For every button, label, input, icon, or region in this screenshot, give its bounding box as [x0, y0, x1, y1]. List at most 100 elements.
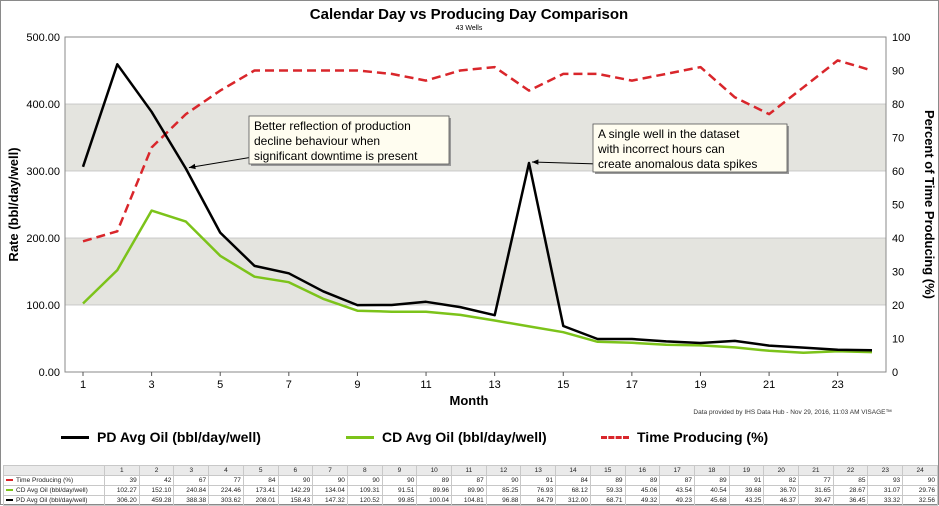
chart-svg: Calendar Day vs Producing Day Comparison…	[6, 6, 937, 408]
data-credit: Data provided by IHS Data Hub - Nov 29, …	[693, 409, 892, 416]
table-cell: 87	[659, 475, 695, 486]
table-cell: 49.32	[624, 495, 661, 506]
x-axis-label: Month	[450, 393, 489, 408]
table-cell: 43.54	[659, 485, 695, 496]
table-cell: 89	[693, 475, 730, 486]
legend-label: PD Avg Oil (bbl/day/well)	[97, 429, 261, 445]
table-cell: 90	[381, 475, 418, 486]
series-line-pd-avg-oil	[81, 63, 873, 352]
table-cell: 28.67	[832, 485, 869, 496]
table-cell: 31.07	[867, 485, 904, 496]
y2-tick-label: 30	[892, 267, 904, 279]
chart-legend: PD Avg Oil (bbl/day/well) CD Avg Oil (bbl…	[61, 429, 861, 445]
table-cell: 42	[138, 475, 175, 486]
legend-label: Time Producing (%)	[637, 429, 769, 445]
table-cell: 85.25	[485, 485, 522, 496]
y-tick-label: 500.00	[26, 32, 60, 44]
table-row-label: PD Avg Oil (bbl/day/well)	[3, 495, 105, 506]
table-cell: 89	[624, 475, 661, 486]
x-tick-label: 15	[557, 379, 569, 391]
y-tick-label: 100.00	[26, 300, 60, 312]
y2-tick-label: 0	[892, 367, 898, 379]
table-cell: 46.37	[763, 495, 800, 506]
table-cell: 36.70	[763, 485, 800, 496]
y2-tick-label: 100	[892, 32, 910, 44]
row-color-marker	[6, 489, 13, 492]
table-header-cell: 6	[277, 465, 314, 476]
legend-label: CD Avg Oil (bbl/day/well)	[382, 429, 547, 445]
table-cell: 76.93	[520, 485, 557, 496]
table-cell: 134.04	[312, 485, 348, 496]
annotation-box	[592, 123, 788, 173]
y2-tick-label: 40	[892, 233, 904, 245]
table-cell: 89.90	[451, 485, 487, 496]
annotation-arrowhead	[188, 163, 196, 170]
y2-tick-label: 60	[892, 166, 904, 178]
table-header-row: 1 2 3 4 5 6 7 8 9 10 11 12 13 14 15 16 17 18 19 20 21 22 23 24	[3, 465, 938, 476]
table-header-cell: 23	[867, 465, 904, 476]
table-header-cell: 8	[346, 465, 383, 476]
table-cell: 91	[728, 475, 765, 486]
table-cell: 90	[312, 475, 348, 486]
table-cell: 100.04	[416, 495, 453, 506]
legend-item: PD Avg Oil (bbl/day/well)	[61, 429, 261, 445]
annotation-text: decline behaviour when	[254, 134, 380, 148]
table-cell: 84	[555, 475, 591, 486]
x-tick-label: 17	[626, 379, 638, 391]
table-header-cell: 19	[728, 465, 765, 476]
table-cell: 84.79	[520, 495, 557, 506]
data-table: 1 2 3 4 5 6 7 8 9 10 11 12 13 14 15 16 17 18 19 20 21 22 23 24 T…	[3, 465, 938, 506]
y2-axis-label: Percent of Time Producing (%)	[922, 110, 937, 299]
series-line-time-producing	[82, 59, 873, 243]
table-header-cell: 12	[485, 465, 522, 476]
x-tick-label: 9	[354, 379, 360, 391]
table-cell: 59.33	[589, 485, 626, 496]
table-cell: 240.84	[173, 485, 210, 496]
legend-swatch	[601, 435, 629, 439]
table-cell: 68.71	[589, 495, 626, 506]
table-cell: 109.31	[346, 485, 383, 496]
annotation-text: create anomalous data spikes	[598, 157, 757, 171]
table-cell: 158.43	[277, 495, 314, 506]
table-cell: 45.68	[693, 495, 730, 506]
table-cell: 84	[242, 475, 279, 486]
table-cell: 77	[798, 475, 834, 486]
table-header-cell: 2	[138, 465, 175, 476]
table-cell: 89.96	[416, 485, 453, 496]
table-row: CD Avg Oil (bbl/day/well) 102.27 152.10 240…	[3, 485, 938, 496]
table-cell: 142.29	[277, 485, 314, 496]
series-line-cd-avg-oil	[82, 209, 873, 355]
table-cell: 49.23	[659, 495, 695, 506]
table-cell: 90	[346, 475, 383, 486]
x-tick-label: 19	[694, 379, 706, 391]
annotation-text: with incorrect hours can	[597, 142, 725, 156]
grid-band	[65, 238, 886, 305]
row-color-marker	[6, 479, 13, 482]
table-header-cell: 20	[763, 465, 800, 476]
annotation-box	[248, 115, 450, 165]
table-cell: 208.01	[242, 495, 279, 506]
table-cell: 90	[277, 475, 314, 486]
x-tick-label: 13	[489, 379, 501, 391]
annotation-text: Better reflection of production	[254, 119, 411, 133]
table-cell: 45.06	[624, 485, 661, 496]
table-header-cell: 1	[104, 465, 140, 476]
table-cell: 306.20	[104, 495, 140, 506]
y-tick-label: 0.00	[39, 367, 60, 379]
table-header-cell: 5	[242, 465, 279, 476]
table-cell: 40.54	[693, 485, 730, 496]
table-cell: 67	[173, 475, 210, 486]
table-cell: 102.27	[104, 485, 140, 496]
table-header-cell: 9	[381, 465, 418, 476]
table-header-cell: 17	[659, 465, 695, 476]
table-cell: 303.62	[208, 495, 244, 506]
table-cell: 36.45	[832, 495, 869, 506]
chart-title: Calendar Day vs Producing Day Comparison	[310, 6, 628, 23]
table-cell: 99.85	[381, 495, 418, 506]
table-row: Time Producing (%) 39 42 67 77 84 90 90 90 90 89 87…	[3, 475, 938, 486]
legend-swatch	[346, 435, 374, 439]
table-cell: 32.56	[902, 495, 938, 506]
table-cell: 39	[104, 475, 140, 486]
x-tick-label: 21	[763, 379, 775, 391]
